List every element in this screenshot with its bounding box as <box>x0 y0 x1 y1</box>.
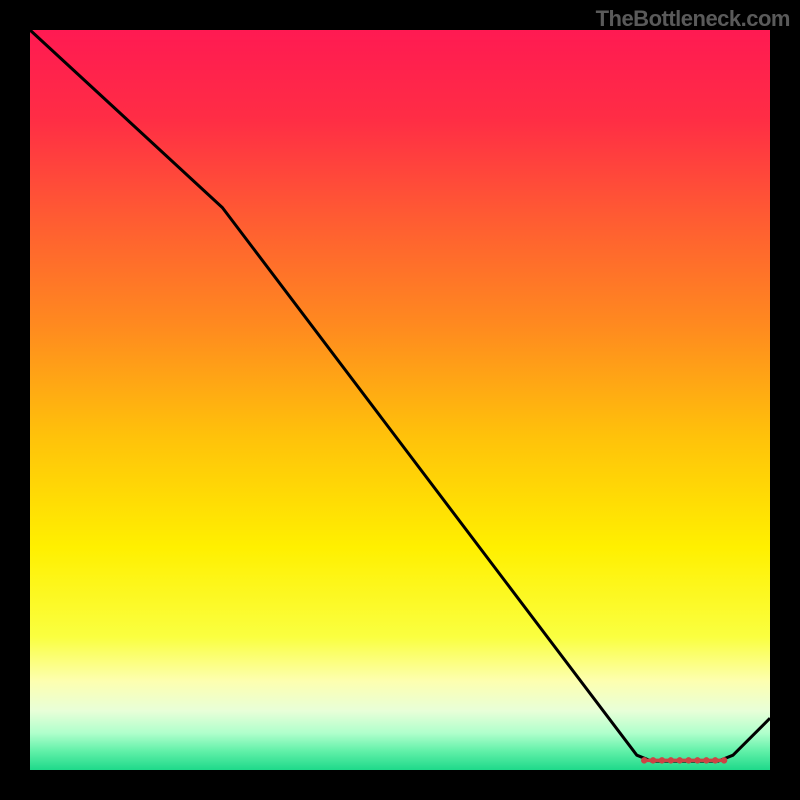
optimal-range-marker <box>685 757 691 763</box>
chart-plot-area <box>30 30 770 770</box>
optimal-range-marker <box>694 757 700 763</box>
chart-container: TheBottleneck.com <box>0 0 800 800</box>
optimal-range-marker <box>650 757 656 763</box>
optimal-range-marker <box>659 757 665 763</box>
optimal-range-marker <box>641 757 647 763</box>
optimal-range-marker <box>721 757 727 763</box>
optimal-range-marker <box>703 757 709 763</box>
optimal-range-marker <box>712 757 718 763</box>
bottleneck-chart <box>0 0 800 800</box>
watermark-text: TheBottleneck.com <box>596 6 790 32</box>
optimal-range-marker <box>668 757 674 763</box>
optimal-range-marker <box>677 757 683 763</box>
